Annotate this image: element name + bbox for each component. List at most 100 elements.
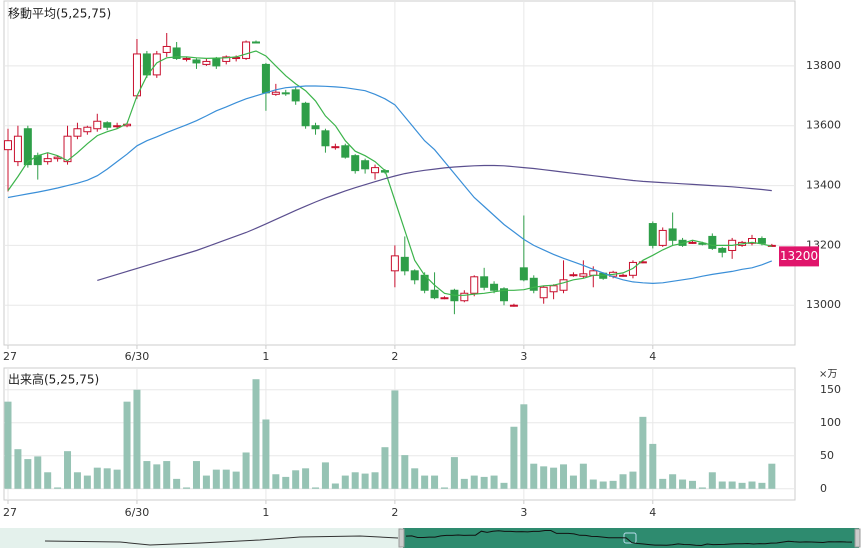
volume-bar: [510, 426, 518, 489]
candle-body: [301, 102, 310, 127]
candle-body: [519, 267, 528, 281]
volume-bar: [639, 416, 647, 489]
volume-bar: [619, 474, 627, 489]
volume-bar: [460, 478, 468, 489]
volume-bar: [133, 389, 141, 489]
candle-body: [23, 128, 32, 166]
volume-bar: [153, 464, 161, 489]
candle-body: [440, 297, 449, 300]
volume-bar: [351, 472, 359, 489]
volume-bar: [470, 475, 478, 489]
volume-bar: [718, 481, 726, 489]
candle-body: [529, 277, 538, 291]
volume-bar: [530, 463, 538, 489]
volume-bar: [83, 475, 91, 489]
candle-body: [351, 155, 360, 172]
candle-body: [43, 158, 52, 163]
candle-body: [83, 126, 92, 133]
candle-body: [658, 229, 667, 246]
volume-bar: [163, 461, 171, 489]
volume-bar: [292, 470, 300, 489]
candle-body: [668, 228, 677, 241]
volume-bar: [768, 463, 776, 489]
candle-body: [480, 276, 489, 288]
volume-panel: [3, 367, 796, 501]
x-tick-label: 4: [649, 350, 656, 363]
volume-bar: [569, 475, 577, 489]
volume-bar: [302, 468, 310, 489]
volume-bar: [758, 482, 766, 489]
volume-bar: [738, 482, 746, 489]
candle-body: [589, 270, 598, 276]
candle-body: [212, 57, 221, 67]
candle-body: [757, 238, 766, 244]
candle-body: [311, 125, 320, 130]
volume-bar: [34, 456, 42, 489]
candle-body: [688, 241, 697, 244]
volume-bar: [272, 474, 280, 489]
volume-bar: [500, 482, 508, 489]
volume-bar: [361, 473, 369, 489]
y-tick-label: 13600: [806, 119, 841, 132]
volume-bar: [560, 464, 568, 489]
candle-body: [192, 59, 201, 64]
candle-body: [113, 125, 122, 128]
volume-bar: [629, 471, 637, 489]
candle-body: [539, 286, 548, 299]
volume-bar: [698, 487, 706, 489]
x-tick-label: 6/30: [125, 350, 150, 363]
navigator-handle[interactable]: [854, 528, 861, 548]
candle-body: [331, 146, 340, 149]
candle-body: [4, 140, 12, 151]
moving-average-line: [7, 85, 773, 285]
volume-bar: [183, 487, 191, 489]
volume-bar: [143, 461, 151, 489]
candle-body: [341, 145, 350, 158]
volume-bar: [242, 452, 250, 489]
last-price-label: 13200: [780, 249, 818, 263]
volume-bar: [520, 404, 528, 489]
volume-bar: [312, 487, 320, 489]
volume-bar: [401, 455, 409, 489]
volume-bar: [232, 471, 240, 489]
volume-bar: [609, 480, 617, 489]
candle-body: [648, 223, 657, 246]
chart-title: 移動平均(5,25,75): [8, 7, 111, 21]
candle-body: [748, 238, 756, 244]
candle-body: [182, 57, 191, 60]
volume-bar: [669, 474, 677, 489]
candle-body: [390, 255, 399, 272]
volume-bar: [93, 467, 101, 489]
candle-body: [13, 135, 22, 163]
volume-bar: [14, 449, 22, 489]
navigator-handle[interactable]: [398, 528, 405, 548]
volume-bar: [649, 443, 657, 489]
candle-body: [708, 235, 717, 249]
volume-bar: [440, 487, 448, 489]
x-tick-label: 27: [3, 506, 17, 519]
volume-unit: ×万: [819, 369, 837, 380]
candle-body: [410, 270, 419, 281]
price-panel: [3, 0, 796, 346]
volume-bar: [540, 466, 548, 489]
x-tick-label: 1: [262, 506, 269, 519]
x-tick-label: 2: [391, 506, 398, 519]
moving-average-line: [7, 50, 772, 296]
candle-body: [172, 47, 181, 59]
candle-body: [93, 120, 102, 130]
candle-body: [103, 122, 112, 128]
candle-body: [281, 92, 290, 95]
grid: [4, 1, 795, 500]
volume-bar: [113, 469, 121, 489]
candle-body: [638, 261, 647, 264]
volume-bar: [381, 447, 389, 489]
volume-bar: [222, 469, 230, 489]
volume-bar: [748, 481, 756, 489]
x-tick-label: 27: [3, 350, 17, 363]
y-tick-label: 13400: [806, 179, 841, 192]
y-tick-label: 150: [820, 383, 841, 396]
volume-bar: [411, 468, 419, 489]
navigator-history: [44, 535, 399, 546]
